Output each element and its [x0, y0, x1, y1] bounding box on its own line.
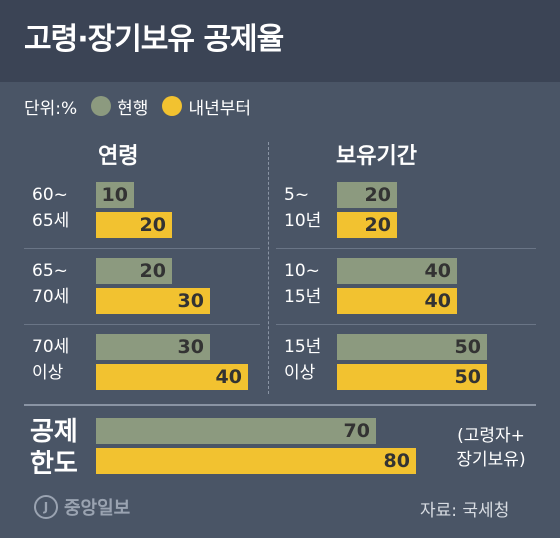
legend: 단위:% 현행 내년부터: [24, 92, 251, 120]
age-next-bar-2: 30: [96, 288, 210, 314]
unit-label: 단위:%: [24, 98, 78, 119]
age-row-label-1: 60~ 65세: [32, 182, 69, 234]
holding-section-title: 보유기간: [336, 144, 417, 169]
age-row-label-2: 65~ 70세: [32, 258, 69, 310]
age-row-label-1-bottom: 65세: [32, 211, 70, 231]
logo-text: 중앙일보: [64, 498, 131, 519]
holding-row-label-1: 5~ 10년: [284, 182, 321, 234]
limit-next-bar-1: 80: [96, 448, 416, 474]
limit-note-line1: (고령자+: [457, 426, 525, 446]
limit-note: (고령자+ 장기보유): [436, 424, 546, 472]
source-label: 자료: 국세청: [420, 501, 510, 521]
header: 고령·장기보유 공제율: [0, 0, 560, 82]
holding-next-bar-2: 40: [337, 288, 457, 314]
age-next-bar-1: 20: [96, 212, 172, 238]
age-row-label-1-top: 60~: [32, 185, 68, 205]
holding-current-bar-3: 50: [337, 334, 487, 360]
holding-current-bar-1: 20: [337, 182, 397, 208]
section-divider: [268, 142, 269, 394]
chart-title: 고령·장기보유 공제율: [24, 22, 284, 57]
age-row-label-2-top: 65~: [32, 261, 68, 281]
age-current-bar-3: 30: [96, 334, 210, 360]
holding-row-label-1-bottom: 10년: [284, 211, 322, 231]
limit-label-bottom: 한도: [30, 449, 78, 479]
holding-row-label-2: 10~ 15년: [284, 258, 321, 310]
holding-next-bar-3: 50: [337, 364, 487, 390]
age-current-bar-2: 20: [96, 258, 172, 284]
age-row-separator: [24, 324, 260, 325]
legend-current-swatch: [91, 96, 112, 116]
holding-row-label-3: 15년 이상: [284, 334, 321, 386]
logo-icon: J: [34, 495, 58, 519]
age-current-bar-1: 10: [96, 182, 134, 208]
age-next-bar-3: 40: [96, 364, 248, 390]
holding-row-separator: [276, 324, 536, 325]
holding-row-label-2-bottom: 15년: [284, 287, 322, 307]
holding-row-label-3-bottom: 이상: [284, 363, 316, 383]
holding-row-label-3-top: 15년: [284, 337, 322, 357]
age-row-separator: [24, 248, 260, 249]
legend-next-label: 내년부터: [188, 98, 252, 119]
age-row-label-3-top: 70세: [32, 337, 70, 357]
age-row-label-3: 70세 이상: [32, 334, 69, 386]
legend-next-swatch: [162, 96, 183, 116]
publisher-logo: J 중앙일보: [34, 494, 130, 520]
limit-note-line2: 장기보유): [456, 450, 526, 470]
holding-row-label-2-top: 10~: [284, 261, 320, 281]
age-section-title: 연령: [98, 144, 139, 169]
age-row-label-3-bottom: 이상: [32, 363, 64, 383]
limit-label-top: 공제: [30, 417, 78, 447]
holding-row-separator: [276, 248, 536, 249]
holding-next-bar-1: 20: [337, 212, 397, 238]
legend-current-label: 현행: [117, 98, 149, 119]
holding-row-label-1-top: 5~: [284, 185, 310, 205]
limit-current-bar-1: 70: [96, 418, 376, 444]
limit-separator: [24, 404, 536, 406]
age-row-label-2-bottom: 70세: [32, 287, 70, 307]
holding-current-bar-2: 40: [337, 258, 457, 284]
